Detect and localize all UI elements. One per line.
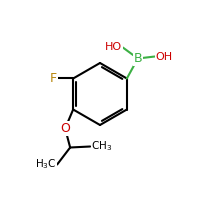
Text: B: B bbox=[134, 52, 142, 65]
Text: OH: OH bbox=[156, 51, 173, 62]
Text: H$_3$C: H$_3$C bbox=[35, 158, 56, 171]
Text: O: O bbox=[60, 122, 70, 135]
Text: CH$_3$: CH$_3$ bbox=[91, 140, 112, 153]
Text: F: F bbox=[50, 72, 57, 85]
Text: HO: HO bbox=[105, 43, 122, 52]
